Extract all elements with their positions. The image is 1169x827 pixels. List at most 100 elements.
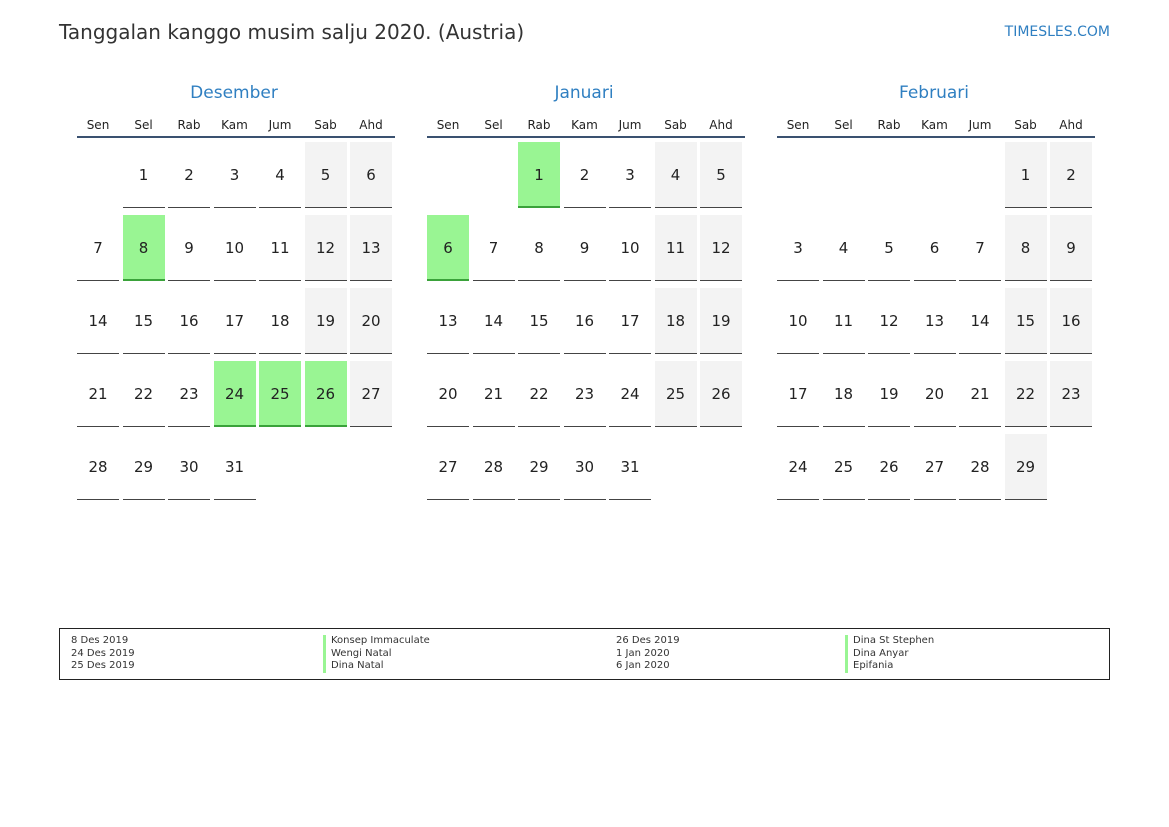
day-cell: 5 <box>868 215 910 281</box>
weekday-label: Rab <box>177 118 201 132</box>
day-cell: 22 <box>518 361 560 427</box>
day-cell: 21 <box>959 361 1001 427</box>
day-cell: 25 <box>259 361 301 427</box>
legend-right-dates: 26 Des 2019 1 Jan 2020 6 Jan 2020 <box>616 635 680 673</box>
day-cell: 19 <box>700 288 742 354</box>
legend-holiday-name: Konsep Immaculate <box>323 635 430 648</box>
weekday-label: Kam <box>921 118 948 132</box>
legend-holiday-name: Dina Anyar <box>845 647 934 660</box>
day-cell: 4 <box>259 142 301 208</box>
day-cell: 25 <box>822 434 865 500</box>
month-januari: Januari Sen Sel Rab Kam Jum Sab Ahd 1 2 3 4 5 6 7 8 9 10 1… <box>427 82 745 500</box>
weekday-label: Sab <box>664 118 687 132</box>
day-cell: 11 <box>822 288 865 354</box>
legend-date: 1 Jan 2020 <box>616 647 670 659</box>
day-cell: 30 <box>168 434 210 500</box>
day-cell: 3 <box>609 142 651 208</box>
day-cell: 15 <box>518 288 560 354</box>
day-cell: 11 <box>654 215 697 281</box>
legend-right-names: Dina St Stephen Dina Anyar Epifania <box>845 635 934 673</box>
month-title: Februari <box>899 83 969 103</box>
day-cell: 2 <box>563 142 606 208</box>
weekday-label: Sel <box>484 118 503 132</box>
day-cell: 11 <box>259 215 301 281</box>
day-cell: 31 <box>609 434 651 500</box>
weekday-label: Sen <box>786 118 810 132</box>
day-cell: 8 <box>1004 215 1047 281</box>
day-cell: 6 <box>913 215 956 281</box>
weekday-header: Sen Sel Rab Kam Jum Sab Ahd <box>777 104 1095 138</box>
legend-date: 6 Jan 2020 <box>616 660 670 671</box>
weekday-label: Jum <box>268 118 292 132</box>
month-februari: Februari Sen Sel Rab Kam Jum Sab Ahd 1 2 3 4 5 6 7 8 9 10… <box>777 82 1095 500</box>
day-cell: 8 <box>518 215 560 281</box>
day-cell: 20 <box>913 361 956 427</box>
day-cell: 9 <box>563 215 606 281</box>
day-cell: 17 <box>777 361 819 427</box>
day-cell: 15 <box>1004 288 1047 354</box>
day-cell: 10 <box>213 215 256 281</box>
day-cell: 7 <box>77 215 119 281</box>
day-cell: 18 <box>259 288 301 354</box>
day-cell: 23 <box>563 361 606 427</box>
day-cell: 14 <box>77 288 119 354</box>
day-cell: 30 <box>563 434 606 500</box>
weekday-label: Ahd <box>359 118 383 132</box>
day-cell: 22 <box>122 361 165 427</box>
day-cell: 23 <box>1050 361 1092 427</box>
day-cell: 1 <box>518 142 560 208</box>
weekday-label: Sel <box>134 118 153 132</box>
holiday-legend: 8 Des 2019 24 Des 2019 25 Des 2019 Konse… <box>59 628 1110 680</box>
legend-holiday-name: Epifania <box>845 660 934 673</box>
day-cell: 6 <box>350 142 392 208</box>
day-cell: 2 <box>168 142 210 208</box>
day-cell: 26 <box>868 434 910 500</box>
legend-date: 26 Des 2019 <box>616 635 680 646</box>
weekday-label: Kam <box>221 118 248 132</box>
day-cell: 23 <box>168 361 210 427</box>
day-cell: 3 <box>213 142 256 208</box>
day-cell: 27 <box>913 434 956 500</box>
legend-left-dates: 8 Des 2019 24 Des 2019 25 Des 2019 <box>71 635 135 673</box>
day-cell: 31 <box>213 434 256 500</box>
legend-holiday-name: Wengi Natal <box>323 647 430 660</box>
day-cell: 29 <box>122 434 165 500</box>
day-cell: 1 <box>1004 142 1047 208</box>
weekday-label: Sab <box>314 118 337 132</box>
day-cell: 21 <box>472 361 515 427</box>
legend-left-names: Konsep Immaculate Wengi Natal Dina Natal <box>323 635 430 673</box>
day-cell: 24 <box>777 434 819 500</box>
day-cell: 3 <box>777 215 819 281</box>
day-cell: 18 <box>822 361 865 427</box>
weekday-label: Rab <box>527 118 551 132</box>
day-cell: 24 <box>609 361 651 427</box>
day-cell: 1 <box>122 142 165 208</box>
day-cell: 15 <box>122 288 165 354</box>
day-cell: 9 <box>1050 215 1092 281</box>
day-cell: 29 <box>1004 434 1047 500</box>
day-cell: 26 <box>304 361 347 427</box>
day-cell: 12 <box>700 215 742 281</box>
day-cell: 13 <box>350 215 392 281</box>
day-cell: 16 <box>563 288 606 354</box>
weekday-label: Sen <box>86 118 110 132</box>
weekday-label: Sab <box>1014 118 1037 132</box>
day-cell: 28 <box>959 434 1001 500</box>
day-cell: 10 <box>777 288 819 354</box>
legend-holiday-name: Dina St Stephen <box>845 635 934 648</box>
day-cell: 24 <box>213 361 256 427</box>
weekday-label: Rab <box>877 118 901 132</box>
weekday-label: Sel <box>834 118 853 132</box>
day-cell: 12 <box>868 288 910 354</box>
day-cell: 26 <box>700 361 742 427</box>
month-desember: Desember Sen Sel Rab Kam Jum Sab Ahd 1 2 3 4 5 6 7 8 9 10… <box>77 82 395 500</box>
brand-link[interactable]: TIMESLES.COM <box>1004 24 1110 40</box>
weekday-label: Jum <box>968 118 992 132</box>
weekday-label: Ahd <box>709 118 733 132</box>
day-cell: 20 <box>350 288 392 354</box>
day-cell: 5 <box>304 142 347 208</box>
month-title: Januari <box>554 83 614 103</box>
day-cell: 19 <box>304 288 347 354</box>
legend-date: 25 Des 2019 <box>71 660 135 671</box>
day-cell: 14 <box>959 288 1001 354</box>
